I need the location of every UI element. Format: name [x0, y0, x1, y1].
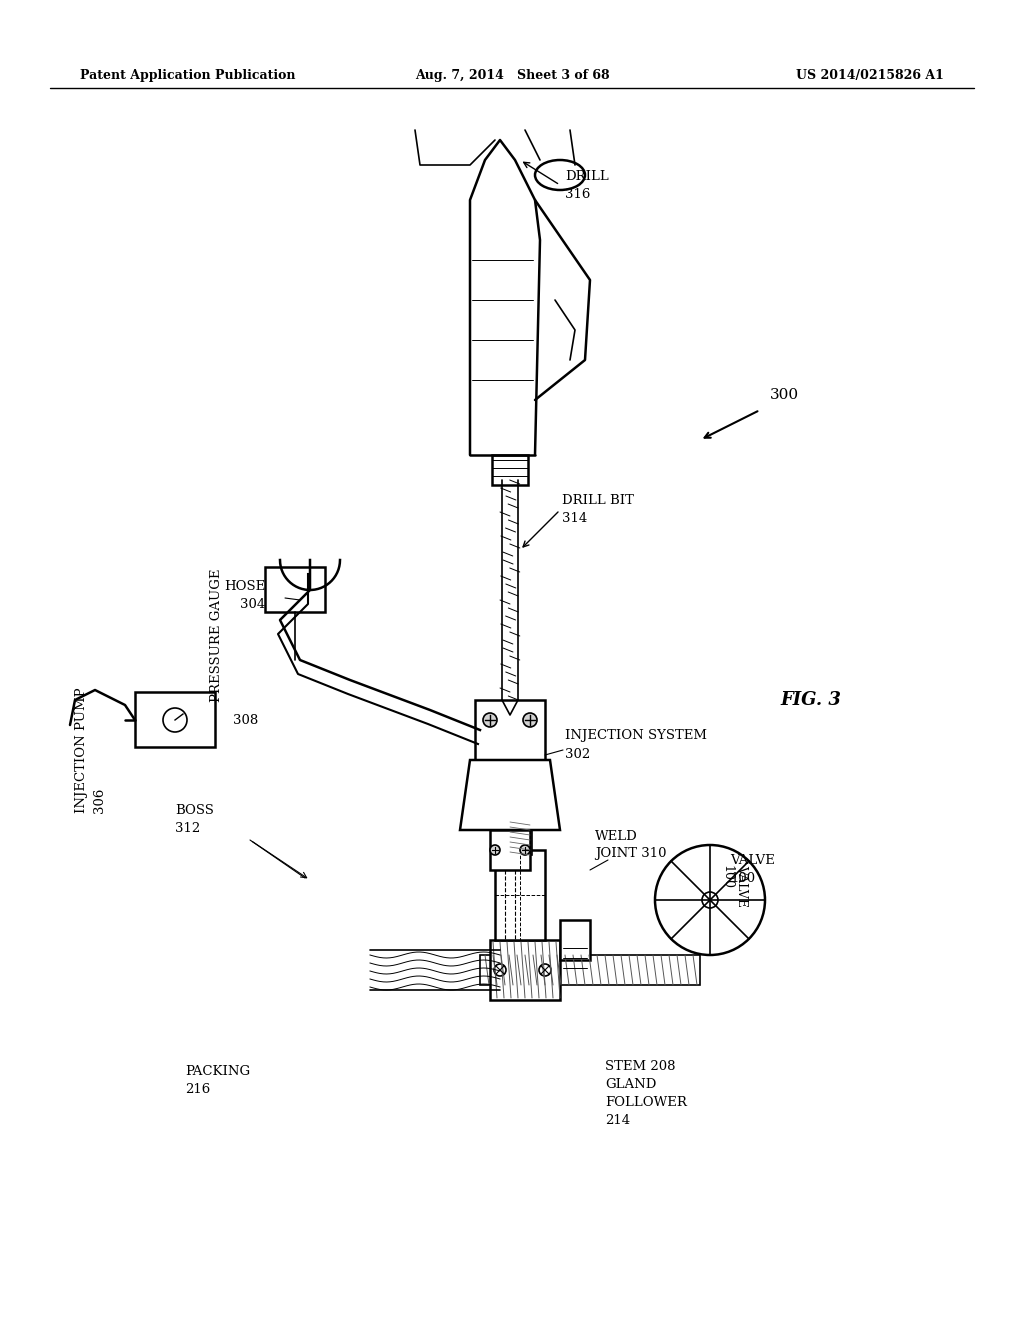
Bar: [495, 850, 545, 940]
Text: Aug. 7, 2014   Sheet 3 of 68: Aug. 7, 2014 Sheet 3 of 68: [415, 69, 609, 82]
Circle shape: [539, 964, 551, 975]
Text: PRESSURE GAUGE: PRESSURE GAUGE: [210, 568, 223, 702]
Bar: [492, 455, 528, 484]
Text: HOSE
304: HOSE 304: [224, 579, 265, 610]
Text: PACKING
216: PACKING 216: [185, 1065, 250, 1096]
FancyBboxPatch shape: [480, 954, 700, 985]
Text: 308: 308: [233, 714, 258, 726]
Text: BOSS
312: BOSS 312: [175, 804, 214, 836]
Text: STEM 208
GLAND
FOLLOWER
214: STEM 208 GLAND FOLLOWER 214: [605, 1060, 687, 1127]
Text: VALVE
100: VALVE 100: [730, 854, 775, 886]
Text: Patent Application Publication: Patent Application Publication: [80, 69, 296, 82]
Circle shape: [490, 845, 500, 855]
Text: DRILL BIT
314: DRILL BIT 314: [562, 495, 634, 525]
Text: VALVE
100: VALVE 100: [720, 865, 748, 907]
Text: FIG. 3: FIG. 3: [780, 690, 841, 709]
Text: WELD
JOINT 310: WELD JOINT 310: [595, 829, 667, 861]
Bar: [508, 820, 532, 855]
Circle shape: [523, 713, 537, 727]
Circle shape: [520, 845, 530, 855]
Text: DRILL
316: DRILL 316: [565, 169, 608, 201]
Bar: [490, 830, 530, 870]
Text: US 2014/0215826 A1: US 2014/0215826 A1: [796, 69, 944, 82]
Text: 300: 300: [770, 388, 799, 403]
Bar: [135, 692, 215, 747]
Circle shape: [494, 964, 506, 975]
Bar: [560, 920, 590, 960]
Text: INJECTION PUMP
306: INJECTION PUMP 306: [75, 688, 106, 813]
Bar: [490, 940, 560, 1001]
Circle shape: [483, 713, 497, 727]
Bar: [265, 568, 325, 612]
Text: INJECTION SYSTEM
302: INJECTION SYSTEM 302: [565, 730, 707, 760]
Bar: [475, 700, 545, 760]
Polygon shape: [460, 760, 560, 830]
Ellipse shape: [535, 160, 585, 190]
